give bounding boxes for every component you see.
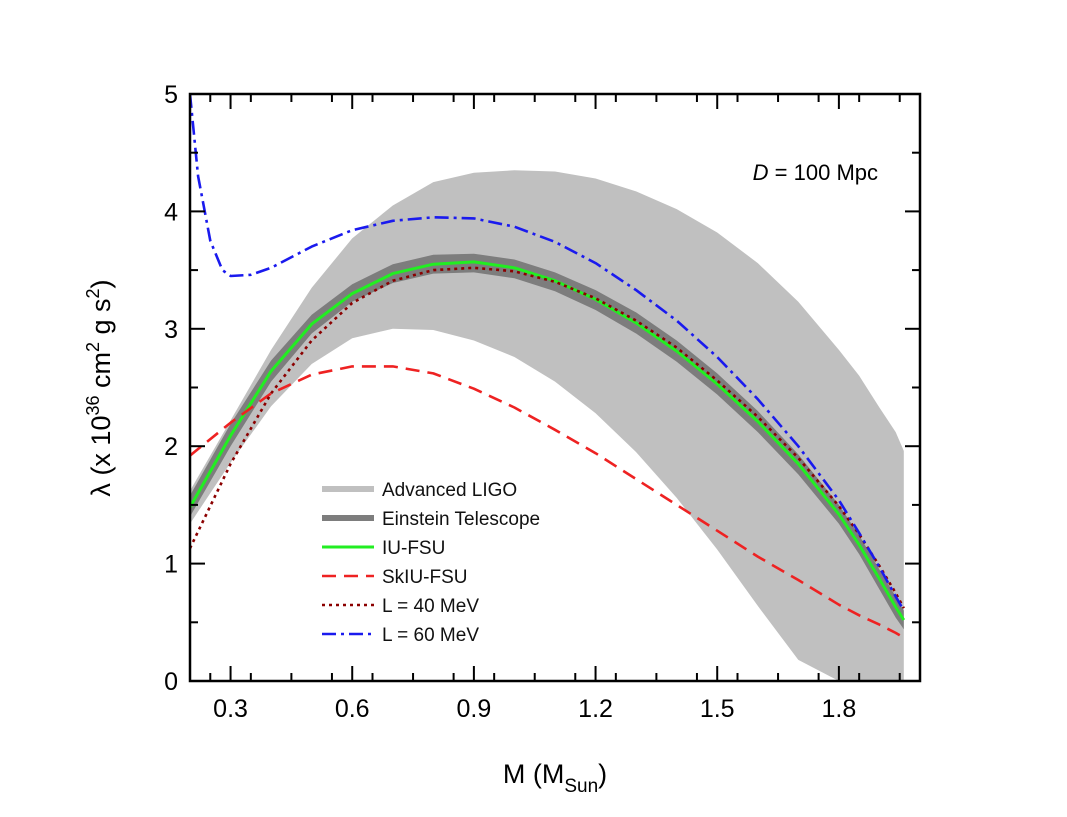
y-axis-title-sup3: 2 <box>83 288 103 298</box>
legend-label: SkIU-FSU <box>382 567 468 588</box>
annotation-value: = 100 Mpc <box>769 160 878 185</box>
annotation-variable: D <box>753 160 769 185</box>
y-tick-label: 1 <box>164 551 178 579</box>
legend-item-l-40-mev: L = 40 MeV <box>322 596 479 617</box>
band-advanced-ligo <box>190 170 904 681</box>
y-tick-label: 5 <box>164 81 178 109</box>
series-line-iu-fsu <box>190 260 906 621</box>
x-axis-title-end: ) <box>598 759 607 789</box>
x-tick-label: 1.8 <box>822 695 857 723</box>
x-tick-label: 1.2 <box>578 695 613 723</box>
y-axis-title-part2: cm <box>86 352 116 396</box>
legend-item-skiu-fsu: SkIU-FSU <box>322 567 468 588</box>
series-line-l-60-mev <box>190 94 905 612</box>
x-axis-title-main: M (M <box>503 759 564 789</box>
y-axis-title-part1: λ (x 10 <box>86 416 116 497</box>
plot-area <box>190 94 906 681</box>
legend-item-advanced-ligo: Advanced LIGO <box>322 480 517 501</box>
axis-ticks: 0.3 0.6 0.9 1.2 1.5 1.8 0 1 2 3 4 5 <box>164 81 920 723</box>
legend-label: IU-FSU <box>382 538 445 559</box>
legend-item-einstein-telescope: Einstein Telescope <box>322 509 540 530</box>
series-line-skiu-fsu <box>190 365 905 639</box>
legend-label: L = 40 MeV <box>382 596 479 617</box>
legend: Advanced LIGO Einstein Telescope IU-FSU SkI… <box>322 480 540 646</box>
legend-label: L = 60 MeV <box>382 625 479 646</box>
y-axis-title-part3: g s <box>86 298 116 342</box>
x-axis-title-sub: Sun <box>564 776 598 797</box>
y-tick-label: 0 <box>164 668 178 696</box>
legend-label: Advanced LIGO <box>382 480 517 501</box>
y-tick-label: 2 <box>164 433 178 461</box>
x-tick-label: 0.6 <box>335 695 370 723</box>
x-tick-label: 0.3 <box>213 695 248 723</box>
x-tick-label: 0.9 <box>457 695 492 723</box>
legend-item-l-60-mev: L = 60 MeV <box>322 625 479 646</box>
distance-annotation: D = 100 Mpc <box>753 160 878 185</box>
y-axis-title-part4: ) <box>86 279 116 288</box>
x-axis-title: M (MSun) <box>503 759 607 797</box>
y-axis-title-sup2: 2 <box>83 342 103 352</box>
y-tick-label: 4 <box>164 198 178 226</box>
legend-label: Einstein Telescope <box>382 509 540 530</box>
y-axis-title: λ (x 1036 cm2 g s2) <box>83 279 116 496</box>
y-tick-label: 3 <box>164 316 178 344</box>
y-axis-title-sup1: 36 <box>83 396 103 416</box>
series-line-l-40-mev <box>190 266 905 609</box>
legend-item-iu-fsu: IU-FSU <box>322 538 445 559</box>
x-tick-label: 1.5 <box>700 695 735 723</box>
